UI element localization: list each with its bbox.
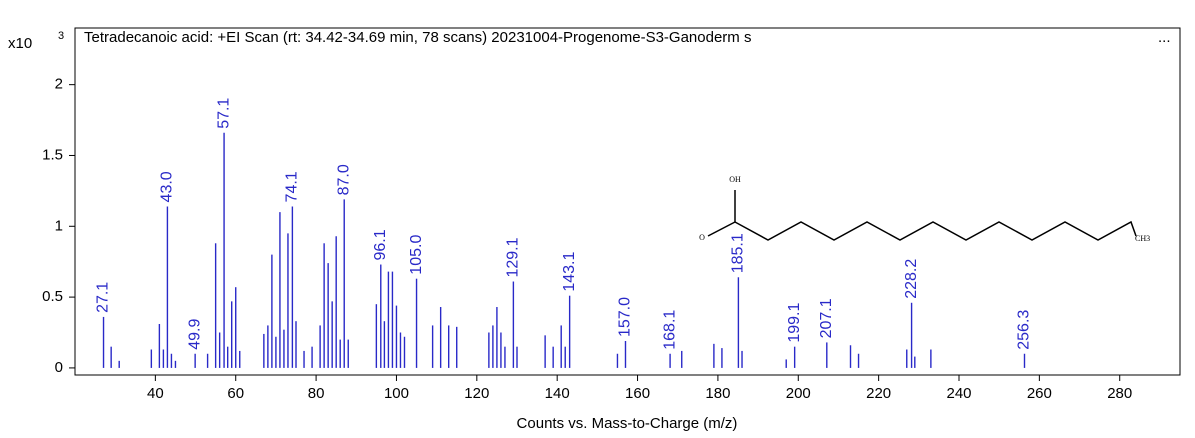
x-tick-label: 100 <box>384 385 409 402</box>
peak-label: 49.9 <box>186 319 203 350</box>
peak-label: 87.0 <box>335 164 352 195</box>
peak-label: 256.3 <box>1016 310 1033 350</box>
peak-label: 129.1 <box>505 237 522 277</box>
peak-label: 96.1 <box>372 229 389 260</box>
peak-label: 228.2 <box>903 259 920 299</box>
x-tick-label: 240 <box>946 385 971 402</box>
peak-label: 157.0 <box>617 297 634 337</box>
x-axis-title: Counts vs. Mass-to-Charge (m/z) <box>517 415 738 432</box>
x-tick-label: 280 <box>1107 385 1132 402</box>
chart-title: Tetradecanoic acid: +EI Scan (rt: 34.42-… <box>84 29 751 46</box>
y-tick-label: 0.5 <box>42 288 63 305</box>
y-tick-label: 1 <box>55 217 63 234</box>
peak-label: 207.1 <box>818 298 835 338</box>
x-tick-label: 200 <box>786 385 811 402</box>
peak-label: 57.1 <box>215 98 232 129</box>
x-tick-label: 40 <box>147 385 164 402</box>
peak-label: 74.1 <box>284 171 301 202</box>
structure: OH O CH3 <box>699 175 1150 243</box>
x-tick-label: 60 <box>227 385 244 402</box>
atom-label: OH <box>729 175 741 184</box>
atom-label: O <box>699 233 705 242</box>
y-multiplier: x10 <box>8 35 32 52</box>
y-tick-label: 1.5 <box>42 146 63 163</box>
peak-label: 185.1 <box>730 233 747 273</box>
atom-label: CH3 <box>1135 234 1150 243</box>
peak-label: 27.1 <box>95 282 112 313</box>
x-tick-label: 220 <box>866 385 891 402</box>
y-exponent: 3 <box>58 30 64 42</box>
peak-label: 168.1 <box>661 310 678 350</box>
bond <box>707 221 736 237</box>
x-tick-label: 260 <box>1027 385 1052 402</box>
title-more: ... <box>1158 29 1171 46</box>
y-tick-label: 0 <box>55 359 63 376</box>
x-tick-label: 80 <box>308 385 325 402</box>
plot-frame <box>74 27 1181 376</box>
x-tick-label: 160 <box>625 385 650 402</box>
peak-label: 199.1 <box>786 303 803 343</box>
peak-label: 105.0 <box>408 235 425 275</box>
x-tick-label: 180 <box>705 385 730 402</box>
y-tick-label: 2 <box>55 76 63 93</box>
x-tick-label: 120 <box>464 385 489 402</box>
carbon-chain <box>734 220 1137 241</box>
peak-label: 143.1 <box>561 252 578 292</box>
x-tick-label: 140 <box>545 385 570 402</box>
peak-label: 43.0 <box>159 171 176 202</box>
